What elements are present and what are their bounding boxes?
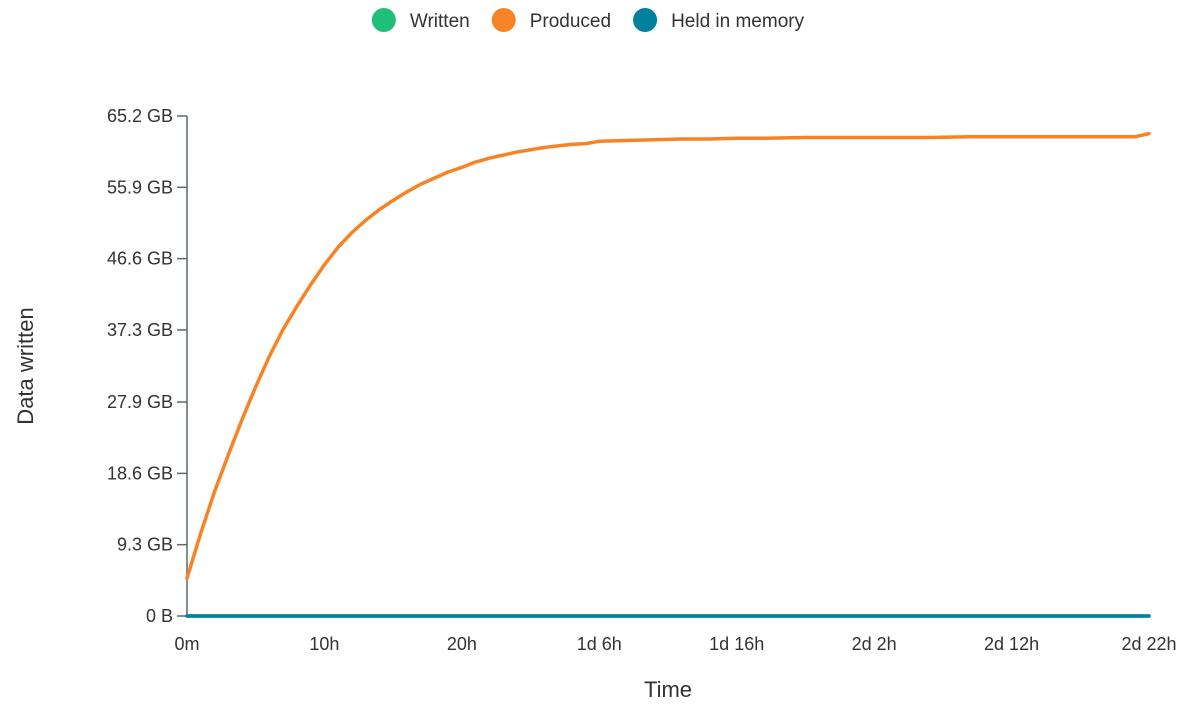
legend-swatch-held-in-memory bbox=[633, 8, 658, 32]
plot-area bbox=[185, 131, 1151, 618]
legend: Written Produced Held in memory bbox=[371, 8, 805, 32]
legend-label-held-in-memory: Held in memory bbox=[671, 11, 805, 32]
legend-item-produced[interactable]: Produced bbox=[491, 8, 611, 32]
legend-item-held-in-memory[interactable]: Held in memory bbox=[633, 8, 805, 32]
legend-label-written: Written bbox=[410, 11, 470, 32]
x-tick-label: 2d 2h bbox=[852, 634, 897, 654]
y-tick-label: 18.6 GB bbox=[107, 463, 173, 483]
legend-swatch-written bbox=[371, 8, 396, 32]
y-tick-label: 27.9 GB bbox=[107, 392, 173, 412]
x-tick-label: 1d 6h bbox=[577, 634, 622, 654]
x-tick-label: 2d 12h bbox=[984, 634, 1039, 654]
legend-item-written[interactable]: Written bbox=[371, 8, 470, 32]
x-tick-label: 2d 22h bbox=[1121, 634, 1176, 654]
x-tick-label: 10h bbox=[309, 634, 339, 654]
series-line-produced bbox=[185, 131, 1151, 581]
y-tick-label: 37.3 GB bbox=[107, 320, 173, 340]
y-tick-label: 0 B bbox=[146, 606, 173, 626]
y-tick-label: 55.9 GB bbox=[107, 177, 173, 197]
legend-swatch-produced bbox=[491, 8, 516, 32]
x-tick-label: 20h bbox=[447, 634, 477, 654]
x-tick-label: 1d 16h bbox=[709, 634, 764, 654]
y-tick-label: 65.2 GB bbox=[107, 106, 173, 126]
y-tick-label: 46.6 GB bbox=[107, 249, 173, 269]
x-axis-title: Time bbox=[644, 677, 692, 702]
x-tick-label: 0m bbox=[174, 634, 199, 654]
y-tick-label: 9.3 GB bbox=[117, 535, 173, 555]
y-axis-title: Data written bbox=[13, 307, 38, 424]
axes: 0 B 9.3 GB 18.6 GB 27.9 GB 37.3 GB 46.6 GB 55.… bbox=[107, 106, 1177, 654]
legend-label-produced: Produced bbox=[530, 11, 611, 32]
